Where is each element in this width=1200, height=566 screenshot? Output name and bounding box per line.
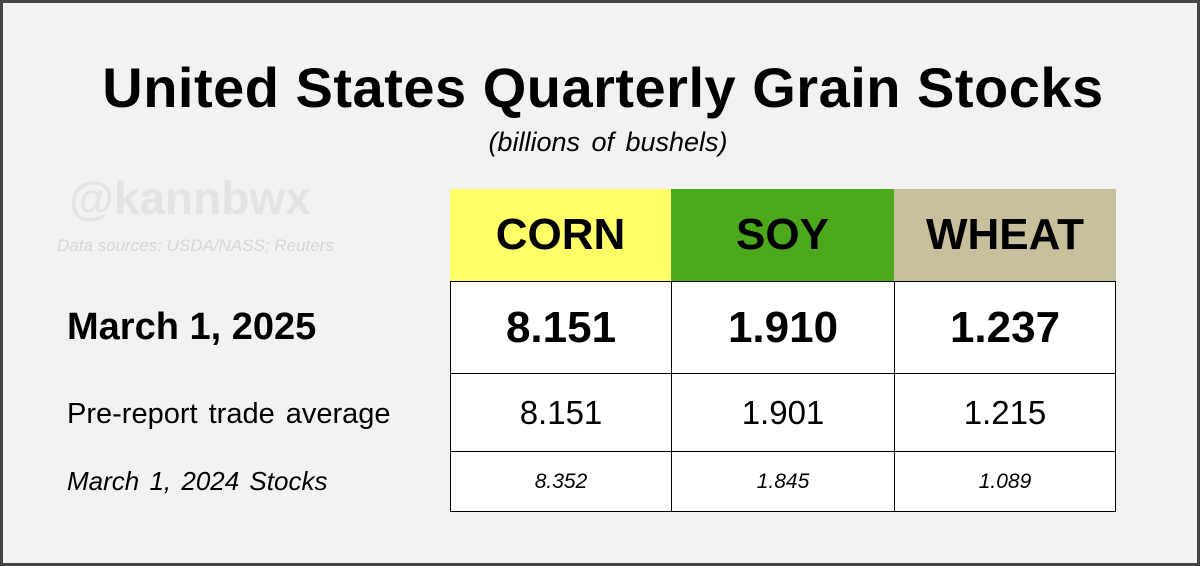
cell-previous-corn: 8.352 (450, 452, 671, 512)
chart-subtitle: (billions of bushels) (488, 127, 728, 157)
cell-current-wheat: 1.237 (894, 281, 1116, 374)
column-header-soy: SOY (671, 189, 894, 281)
cell-previous-soy: 1.845 (671, 452, 894, 512)
row-label-trade-average: Pre-report trade average (67, 398, 391, 430)
data-sources-note: Data sources: USDA/NASS; Reuters (57, 236, 334, 255)
cell-estimate-soy: 1.901 (671, 374, 894, 452)
column-header-corn: CORN (450, 189, 671, 281)
row-label-current: March 1, 2025 (67, 306, 317, 348)
cell-estimate-wheat: 1.215 (894, 374, 1116, 452)
cell-estimate-corn: 8.151 (450, 374, 671, 452)
stocks-table: CORN SOY WHEAT 8.151 1.910 1.237 8.151 1… (450, 189, 1116, 512)
cell-current-soy: 1.910 (671, 281, 894, 374)
cell-current-corn: 8.151 (450, 281, 671, 374)
watermark-handle: @kannbwx (69, 172, 311, 224)
cell-previous-wheat: 1.089 (894, 452, 1116, 512)
chart-title: United States Quarterly Grain Stocks (102, 56, 1104, 119)
column-header-wheat: WHEAT (894, 189, 1116, 281)
row-label-previous-year: March 1, 2024 Stocks (67, 466, 328, 496)
